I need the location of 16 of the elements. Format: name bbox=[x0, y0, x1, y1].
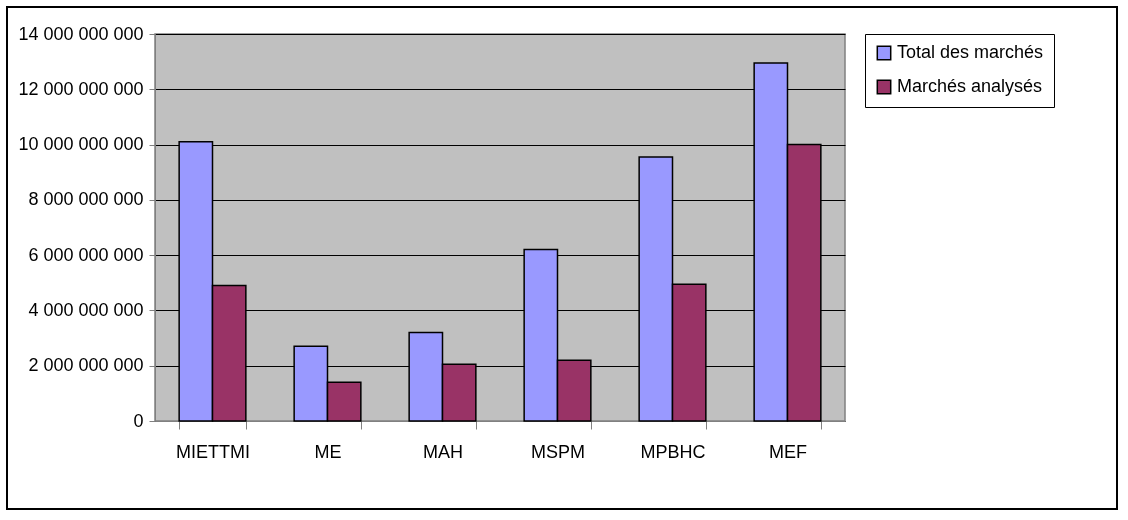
y-tick-label: 0 bbox=[133, 410, 144, 431]
y-tick-label: 10 000 000 000 bbox=[18, 134, 144, 155]
y-tick-label: 4 000 000 000 bbox=[28, 299, 144, 320]
y-tick-label: 14 000 000 000 bbox=[18, 23, 144, 44]
y-tick-label: 8 000 000 000 bbox=[28, 189, 144, 210]
x-tick-label: MSPM bbox=[531, 441, 585, 462]
y-tick-label: 12 000 000 000 bbox=[18, 78, 144, 99]
legend-label: Total des marchés bbox=[897, 42, 1044, 62]
legend-label: Marchés analysés bbox=[897, 76, 1043, 96]
x-tick-label: MIETTMI bbox=[176, 441, 250, 462]
y-tick-label: 6 000 000 000 bbox=[28, 244, 144, 265]
x-tick-label: MEF bbox=[769, 441, 807, 462]
x-tick-label: MPBHC bbox=[640, 441, 706, 462]
y-tick-label: 2 000 000 000 bbox=[28, 355, 144, 376]
x-tick-label: MAH bbox=[423, 441, 463, 462]
x-tick-label: ME bbox=[314, 441, 342, 462]
